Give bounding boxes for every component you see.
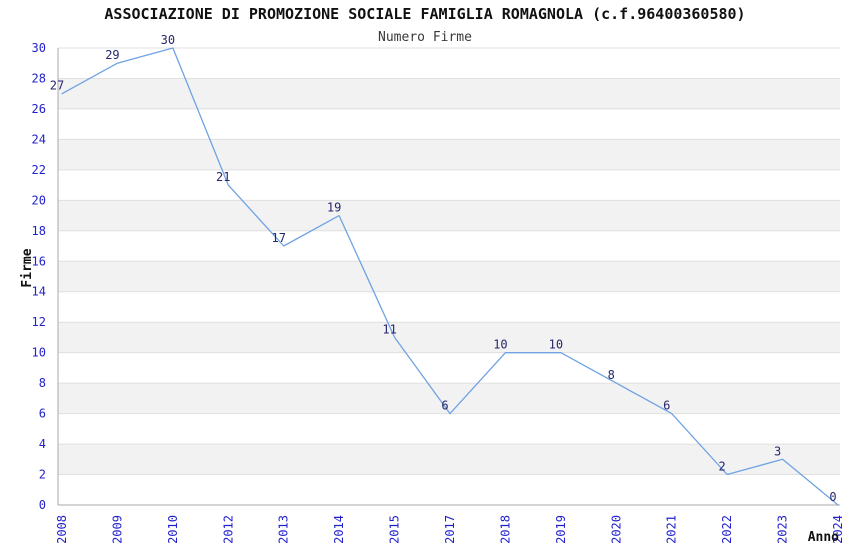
series-line — [61, 47, 839, 506]
x-tick-label: 2013 — [277, 515, 291, 544]
y-tick-label: 0 — [39, 498, 46, 512]
x-tick-label: 2023 — [776, 515, 790, 544]
x-tick-label: 2008 — [55, 515, 69, 544]
x-tick-label: 2018 — [498, 515, 512, 544]
data-point-label: 8 — [608, 368, 615, 382]
y-tick-label: 28 — [32, 71, 46, 85]
x-tick-label: 2020 — [609, 515, 623, 544]
x-tick-label: 2019 — [554, 515, 568, 544]
data-point-label: 6 — [441, 399, 448, 413]
y-tick-label: 10 — [32, 346, 46, 360]
y-tick-label: 12 — [32, 315, 46, 329]
x-tick-label: 2022 — [720, 515, 734, 544]
x-axis-title: Anno — [808, 530, 839, 545]
background-band — [58, 444, 840, 475]
gridlines — [58, 47, 840, 476]
data-point-label: 19 — [327, 201, 341, 215]
y-tick-label: 4 — [39, 437, 46, 451]
chart-title: ASSOCIAZIONE DI PROMOZIONE SOCIALE FAMIG… — [104, 5, 745, 23]
y-tick-label: 14 — [32, 285, 46, 299]
axis-lines — [57, 48, 840, 506]
y-tick-label: 30 — [32, 41, 46, 55]
background-band — [58, 139, 840, 170]
x-tick-label: 2017 — [443, 515, 457, 544]
plot-background-bands — [58, 78, 840, 475]
x-tick-label: 2015 — [388, 515, 402, 544]
data-point-label: 17 — [271, 231, 285, 245]
data-point-label: 10 — [493, 338, 507, 352]
data-point-label: 21 — [216, 170, 230, 184]
data-point-label: 6 — [663, 399, 670, 413]
x-tick-label: 2009 — [110, 515, 124, 544]
background-band — [58, 322, 840, 353]
data-point-label: 27 — [50, 79, 64, 93]
y-axis-title: Firme — [20, 248, 35, 287]
y-tick-label: 26 — [32, 102, 46, 116]
y-tick-label: 8 — [39, 376, 46, 390]
background-band — [58, 383, 840, 414]
data-point-label: 29 — [105, 48, 119, 62]
y-tick-label: 2 — [39, 468, 46, 482]
y-tick-label: 16 — [32, 254, 46, 268]
x-tick-label: 2010 — [166, 515, 180, 544]
data-point-label: 10 — [549, 338, 563, 352]
x-tick-label: 2021 — [665, 515, 679, 544]
x-tick-label: 2024 — [831, 515, 845, 544]
background-band — [58, 261, 840, 292]
background-band — [58, 78, 840, 109]
y-tick-label: 20 — [32, 193, 46, 207]
x-tick-label: 2012 — [221, 515, 235, 544]
data-point-label: 0 — [829, 490, 836, 504]
data-point-label: 30 — [161, 33, 175, 47]
y-tick-label: 24 — [32, 132, 46, 146]
y-tick-label: 18 — [32, 224, 46, 238]
y-tick-label: 6 — [39, 407, 46, 421]
data-point-label: 11 — [382, 322, 396, 336]
x-axis-tick-labels: 2008 2009 2010 2012 2013 2014 2015 2017 2018 2019… — [55, 515, 845, 544]
chart-subtitle: Numero Firme — [378, 30, 472, 45]
data-point-label: 3 — [774, 444, 781, 458]
y-tick-label: 22 — [32, 163, 46, 177]
background-band — [58, 200, 840, 231]
data-point-label: 2 — [719, 460, 726, 474]
x-tick-label: 2014 — [332, 515, 346, 544]
